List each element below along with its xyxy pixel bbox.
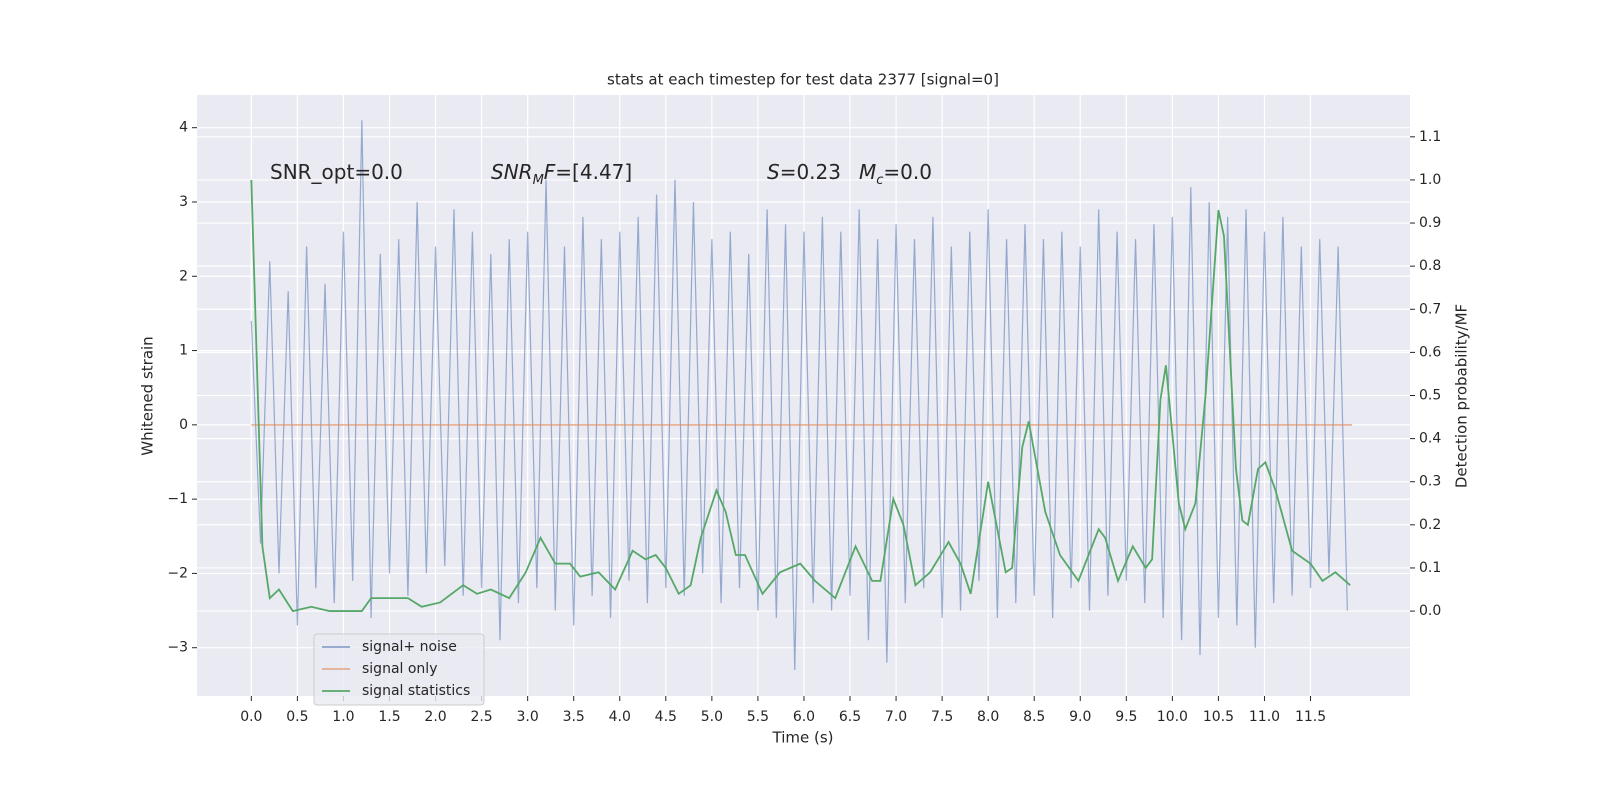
y-tick-label: 4: [179, 120, 188, 136]
y2-tick-label: 1.1: [1419, 129, 1441, 145]
annotation-part: =0.0: [883, 160, 932, 184]
x-tick-label: 4.5: [655, 709, 677, 725]
legend-box: [313, 633, 485, 706]
x-tick-label: 1.0: [332, 709, 354, 725]
y2-tick-label: 0.8: [1419, 258, 1441, 274]
y-tick-label: −1: [167, 491, 188, 507]
annotation-part: S: [767, 160, 780, 184]
x-tick-label: 9.0: [1069, 709, 1091, 725]
series-line: [250, 179, 1351, 613]
y2-tick-label: 0.0: [1419, 603, 1441, 619]
chart-title: stats at each timestep for test data 237…: [607, 71, 999, 89]
y-tick-label: −2: [167, 565, 188, 581]
x-tick-label: 3.0: [517, 709, 539, 725]
x-tick-label: 5.0: [701, 709, 723, 725]
y2-tick-label: 0.5: [1419, 388, 1441, 404]
x-tick-label: 7.0: [885, 709, 907, 725]
legend-label: signal only: [362, 661, 437, 677]
x-tick-label: 3.5: [563, 709, 585, 725]
annotation-part: SNR: [491, 160, 533, 184]
y-tick-label: 2: [179, 268, 188, 284]
annotation-part: F: [544, 160, 556, 184]
y2-tick-label: 0.1: [1419, 560, 1441, 576]
annotation: SNRMF=[4.47]: [491, 160, 632, 189]
x-tick-label: 11.5: [1295, 709, 1326, 725]
annotation-part: =[4.47]: [555, 160, 632, 184]
y-axis-label: Whitened strain: [139, 336, 157, 455]
y2-axis-label: Detection probability/MF: [1453, 304, 1471, 488]
x-tick-label: 5.5: [747, 709, 769, 725]
y2-tick-label: 0.7: [1419, 301, 1441, 317]
annotation: Mc=0.0: [859, 160, 932, 189]
y-tick-label: 0: [179, 417, 188, 433]
y2-tick-label: 0.2: [1419, 517, 1441, 533]
x-tick-label: 2.5: [470, 709, 492, 725]
x-tick-label: 2.0: [424, 709, 446, 725]
y2-tick-label: 0.4: [1419, 431, 1441, 447]
x-tick-label: 11.0: [1249, 709, 1280, 725]
x-tick-label: 8.5: [1023, 709, 1045, 725]
x-tick-label: 4.0: [609, 709, 631, 725]
x-tick-label: 8.0: [977, 709, 999, 725]
x-tick-label: 0.0: [240, 709, 262, 725]
legend-label: signal statistics: [362, 683, 470, 699]
x-tick-label: 9.5: [1115, 709, 1137, 725]
x-tick-label: 6.5: [839, 709, 861, 725]
series-line: [250, 120, 1348, 671]
x-tick-label: 7.5: [931, 709, 953, 725]
x-tick-label: 0.5: [286, 709, 308, 725]
x-axis-label: Time (s): [772, 729, 834, 747]
annotation-part: c: [876, 173, 883, 188]
annotation-part: M: [859, 160, 876, 184]
y2-tick-label: 1.0: [1419, 172, 1441, 188]
x-tick-label: 10.5: [1203, 709, 1234, 725]
x-tick-label: 1.5: [378, 709, 400, 725]
annotation-part: M: [533, 173, 544, 188]
y2-tick-label: 0.3: [1419, 474, 1441, 490]
annotation-part: =0.23: [780, 160, 841, 184]
y2-tick-label: 0.9: [1419, 215, 1441, 231]
grid: [197, 95, 1410, 696]
annotation: S=0.23: [767, 160, 841, 184]
y-tick-label: 3: [179, 194, 188, 210]
x-tick-label: 10.0: [1157, 709, 1188, 725]
legend-label: signal+ noise: [362, 639, 457, 655]
y-tick-label: −3: [167, 640, 188, 656]
x-tick-label: 6.0: [793, 709, 815, 725]
y-tick-label: 1: [179, 343, 188, 359]
annotation-part: SNR_opt=0.0: [270, 160, 403, 184]
y2-tick-label: 0.6: [1419, 344, 1441, 360]
annotation: SNR_opt=0.0: [270, 160, 403, 184]
